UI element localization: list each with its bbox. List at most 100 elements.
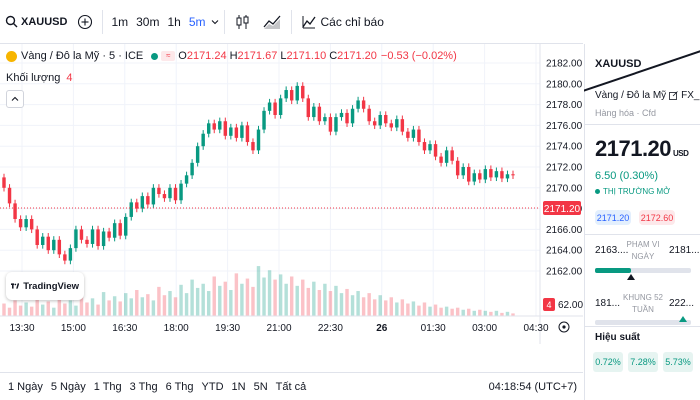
interval-1m[interactable]: 1m — [111, 14, 129, 29]
legend-wave-badge[interactable]: ≈ — [161, 51, 176, 61]
chevron-up-icon — [11, 96, 19, 101]
range-1d[interactable]: 1 Ngày — [8, 380, 43, 393]
range-all[interactable]: Tất cả — [275, 380, 307, 393]
volume-bar — [90, 298, 95, 316]
volume-bar — [505, 311, 510, 316]
interval-30m[interactable]: 30m — [136, 14, 160, 29]
candle-body — [52, 239, 56, 251]
legend-status-dot — [151, 52, 159, 60]
collapse-legend-button[interactable] — [6, 90, 24, 108]
volume-bar — [278, 274, 283, 316]
area-type-button[interactable] — [257, 7, 287, 37]
last-price-label-bg — [543, 201, 581, 215]
candle-body — [262, 110, 266, 130]
week52-range-marker — [679, 316, 688, 322]
range-5d[interactable]: 5 Ngày — [50, 380, 86, 393]
volume-bar — [395, 302, 399, 316]
candle-body — [356, 100, 360, 109]
range-1y[interactable]: 1N — [231, 380, 246, 393]
interval-5m[interactable]: 5m — [188, 14, 206, 29]
price-tick-label: 2176.00 — [546, 121, 583, 132]
market-status-text: THỊ TRƯỜNG MỞ — [603, 187, 671, 196]
range-1m[interactable]: 1 Thg — [93, 380, 122, 393]
toolbar-divider — [223, 9, 225, 34]
volume-bar — [350, 295, 355, 316]
candle-body — [74, 229, 78, 249]
candle-body — [41, 236, 45, 245]
candle-body — [218, 121, 222, 130]
time-axis[interactable]: 13:30 15:00 16:30 18:00 19:30 21:00 22:30 26 01:… — [9, 323, 548, 334]
clock[interactable]: 04:18:54 (UTC+7) — [488, 381, 577, 393]
indicators-icon — [301, 15, 316, 28]
legend-title[interactable]: Vàng / Đô la Mỹ · 5 · ICE — [21, 50, 144, 62]
indicators-button[interactable]: Các chỉ báo — [296, 7, 389, 37]
last-price-label: 2171.20 — [544, 204, 581, 215]
price-tick-label: 2182.00 — [546, 59, 583, 70]
open-value: 2171.24 — [186, 50, 227, 62]
week52-range-low: 181... — [595, 298, 621, 309]
external-link-icon[interactable] — [669, 91, 678, 100]
volume-bar — [46, 301, 50, 316]
volume-bar — [223, 281, 228, 316]
tradingview-logo[interactable]: TradingView — [6, 272, 84, 300]
volume-bar — [433, 304, 438, 316]
candle-body — [417, 129, 421, 143]
range-5y[interactable]: 5N — [253, 380, 268, 393]
panel-divider — [585, 326, 700, 327]
volume-bar — [184, 293, 189, 316]
volume-bar — [118, 301, 122, 316]
candle-body — [428, 144, 432, 151]
chevron-down-icon[interactable] — [210, 17, 220, 27]
performance-cell[interactable]: 7.28% — [628, 352, 658, 372]
symbol-search-button[interactable]: XAUUSD — [0, 7, 72, 37]
panel-category: Hàng hóa · Cfd — [595, 108, 657, 118]
candle-body — [13, 203, 17, 219]
range-ytd[interactable]: YTD — [201, 380, 224, 393]
candle-body — [140, 196, 145, 209]
compare-symbol-button[interactable] — [72, 7, 98, 37]
panel-description-text[interactable]: Vàng / Đô la Mỹ — [595, 90, 667, 101]
candle-body — [46, 236, 50, 251]
range-6m[interactable]: 6 Thg — [165, 380, 194, 393]
performance-title[interactable]: Hiệu suất — [595, 332, 641, 343]
panel-change: 6.50 (0.30%) — [595, 170, 658, 182]
volume-bar — [212, 276, 216, 316]
candle-body — [361, 100, 366, 109]
panel-currency: USD — [673, 149, 689, 158]
interval-1h[interactable]: 1h — [167, 14, 181, 29]
price-tick-label: 2178.00 — [546, 100, 583, 111]
volume-label[interactable]: Khối lượng — [6, 72, 61, 84]
volume-bar — [295, 285, 299, 316]
volume-bar — [240, 283, 244, 316]
volume-bar — [101, 292, 106, 316]
price-chart[interactable]: 2182.00 2180.00 2178.00 2176.00 2174.00 2172.… — [0, 44, 583, 344]
volume-bar — [245, 278, 250, 316]
volume-bar — [273, 279, 277, 316]
gold-symbol-icon — [6, 50, 17, 62]
performance-cell[interactable]: 0.72% — [593, 352, 623, 372]
time-tick-label: 18:00 — [164, 323, 189, 334]
panel-description: Vàng / Đô la Mỹ FX_IDC — [595, 90, 700, 101]
candle-body — [312, 106, 316, 118]
volume-bar — [339, 293, 344, 316]
range-3m[interactable]: 3 Thg — [129, 380, 158, 393]
panel-symbol[interactable]: XAUUSD — [595, 58, 642, 70]
time-tick-label: 26 — [376, 323, 388, 334]
candle-body — [157, 187, 161, 195]
performance-cell[interactable]: 5.73% — [663, 352, 693, 372]
panel-divider — [585, 124, 700, 125]
week52-range-bar — [595, 320, 691, 325]
volume-bar — [312, 281, 316, 316]
volume-bar — [135, 290, 139, 316]
volume-bar — [229, 290, 233, 316]
bid-price[interactable]: 2171.20 — [595, 210, 631, 225]
panel-divider — [585, 234, 700, 235]
axis-settings-icon[interactable] — [558, 321, 570, 333]
panel-price: 2171.20 USD — [595, 136, 689, 162]
candle-body — [206, 123, 211, 134]
ask-price[interactable]: 2172.60 — [639, 210, 675, 225]
day-range-low: 2163.... — [595, 245, 629, 256]
price-tick-label: 2180.00 — [546, 79, 583, 90]
candles-type-button[interactable] — [229, 7, 257, 37]
candle-body — [112, 223, 117, 238]
